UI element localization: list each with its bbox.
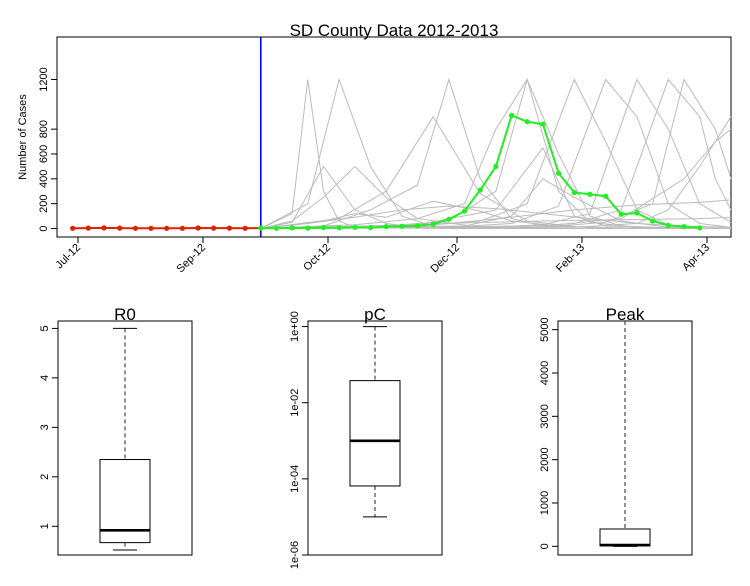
y-tick-label: 1 — [39, 523, 51, 529]
timeseries-panel: SD County Data 2012-2013 Number of Cases… — [17, 21, 732, 275]
observed-fit-point-7 — [179, 225, 185, 231]
observed-fit-point-2 — [101, 225, 107, 231]
observed-forecast-point-6 — [352, 224, 358, 230]
simulation-line-21 — [260, 128, 732, 229]
x-tick-label: Apr-13 — [680, 242, 712, 274]
y-tick-label: 0 — [539, 543, 551, 549]
observed-forecast-point-17 — [524, 119, 530, 125]
simulation-line-19 — [260, 165, 731, 229]
x-tick-label: Feb-13 — [554, 242, 587, 275]
observed-forecast-point-8 — [383, 224, 389, 230]
observed-forecast-point-14 — [477, 187, 483, 193]
y-tick-label: 3 — [39, 424, 51, 430]
observed-forecast-point-5 — [336, 225, 342, 231]
simulation-line-20 — [260, 178, 732, 229]
observed-fit-point-1 — [85, 225, 91, 231]
boxplot-r0-title: R0 — [114, 305, 136, 324]
boxplot-peak: 0 1000 2000 3000 4000 5000 — [539, 317, 651, 549]
observed-fit-point-6 — [164, 225, 170, 231]
timeseries-axes: Jul-12 Sep-12 Oct-12 Dec-12 Feb-13 Apr-13 0 200… — [38, 67, 712, 275]
timeseries-frame — [56, 36, 732, 238]
boxplot-pc: 1e-06 1e-04 1e-02 1e+00 — [289, 311, 401, 569]
observed-fit-point-10 — [226, 225, 232, 231]
observed-forecast-point-27 — [681, 224, 687, 230]
y-tick-label: 5000 — [539, 317, 551, 341]
observed-forecast-point-22 — [603, 193, 609, 199]
observed-forecast-point-18 — [540, 121, 546, 127]
simulation-line-14 — [260, 205, 732, 229]
boxplot-peak-panel: Peak 0 1000 2000 3000 4000 5000 — [539, 305, 693, 556]
y-tick-label: 400 — [38, 170, 50, 188]
y-tick-label: 0 — [38, 225, 50, 231]
observed-forecast-point-4 — [320, 224, 327, 231]
boxplot-pc-panel: pC 1e-06 1e-04 1e-02 1e+00 — [289, 305, 443, 569]
observed-forecast-point-23 — [618, 211, 624, 217]
y-tick-label: 1e-04 — [289, 465, 301, 493]
observed-fit-point-0 — [70, 225, 76, 231]
boxplot-r0-panel: R0 1 2 3 4 5 — [39, 305, 193, 556]
y-tick-label: 2 — [39, 474, 51, 480]
observed-forecast-point-0 — [258, 225, 264, 231]
y-tick-label: 4 — [39, 375, 51, 381]
y-tick-label: 2000 — [539, 447, 551, 471]
boxplot-r0-frame — [57, 320, 193, 556]
observed-forecast-point-19 — [556, 170, 562, 176]
x-tick-label: Sep-12 — [175, 242, 209, 276]
observed-fit-point-8 — [195, 225, 201, 231]
observed-forecast-point-25 — [650, 218, 656, 224]
y-tick-label: 800 — [38, 120, 50, 138]
boxplot-pc-title: pC — [364, 305, 386, 324]
boxplot-r0: 1 2 3 4 5 — [39, 325, 151, 551]
observed-forecast-point-24 — [634, 210, 640, 216]
observed-forecast-point-20 — [571, 189, 577, 196]
y-tick-label: 1e-02 — [289, 389, 301, 417]
x-tick-label: Jul-12 — [53, 242, 83, 272]
observed-forecast-point-7 — [367, 225, 374, 231]
observed-forecast-point-2 — [289, 225, 295, 231]
observed-forecast-point-10 — [414, 223, 421, 229]
y-tick-label: 1e-06 — [289, 541, 301, 569]
observed-forecast-point-26 — [665, 222, 671, 228]
y-tick-label: 1200 — [38, 67, 50, 91]
timeseries-title: SD County Data 2012-2013 — [290, 21, 499, 40]
interquartile-box — [99, 459, 151, 544]
interquartile-box — [599, 528, 651, 547]
y-tick-label: 4000 — [539, 361, 551, 385]
x-tick-label: Dec-12 — [429, 242, 463, 276]
simulation-lines — [260, 77, 732, 229]
observed-forecast-point-28 — [697, 225, 703, 231]
x-tick-label: Oct-12 — [301, 242, 333, 274]
y-tick-label: 600 — [38, 145, 50, 163]
observed-fit-point-5 — [148, 225, 154, 231]
observed-fit-point-9 — [211, 225, 217, 231]
observed-forecast-point-9 — [399, 223, 405, 229]
observed-forecast-point-13 — [461, 208, 468, 214]
y-tick-label: 200 — [38, 194, 50, 212]
observed-forecast-point-16 — [509, 112, 515, 119]
observed-fit-point-3 — [117, 225, 123, 231]
observed-fit-point-4 — [132, 225, 138, 231]
y-axis-label: Number of Cases — [17, 94, 29, 180]
observed-forecast-point-12 — [446, 216, 452, 222]
y-tick-label: 1000 — [539, 491, 551, 515]
observed-series — [70, 112, 703, 231]
interquartile-box — [349, 380, 401, 487]
simulation-line-18 — [260, 146, 732, 229]
observed-forecast-point-3 — [305, 225, 311, 231]
observed-fit-point-11 — [242, 225, 248, 231]
y-tick-label: 1e+00 — [289, 311, 301, 342]
boxplot-pc-frame — [307, 320, 443, 556]
observed-forecast-point-11 — [430, 221, 436, 227]
y-tick-label: 5 — [39, 325, 51, 331]
observed-forecast-point-15 — [493, 163, 499, 169]
y-tick-label: 3000 — [539, 404, 551, 428]
observed-forecast-point-1 — [273, 225, 279, 231]
observed-forecast-point-21 — [587, 191, 593, 197]
boxplot-peak-title: Peak — [606, 305, 645, 324]
